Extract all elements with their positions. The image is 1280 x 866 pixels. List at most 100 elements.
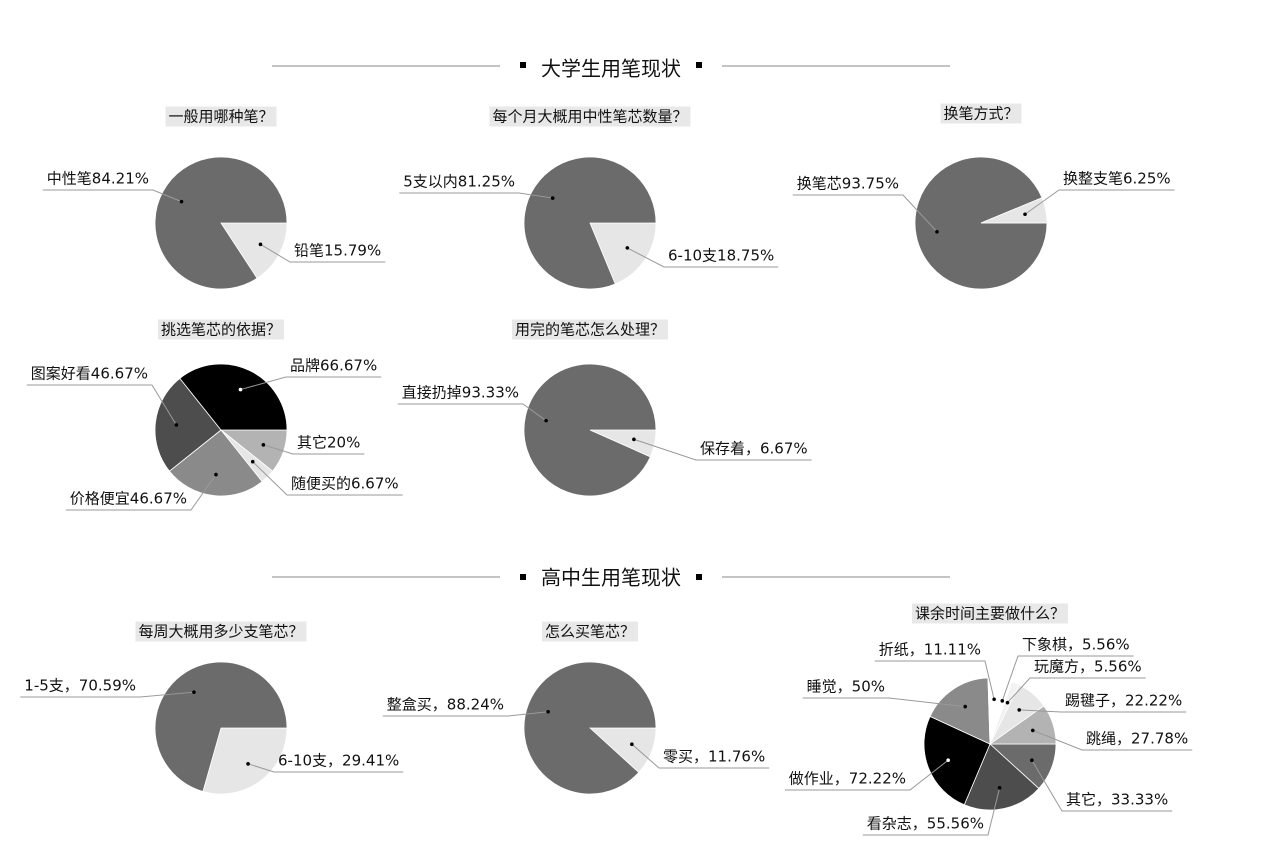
leader-line <box>397 403 547 422</box>
pie-chart: 每个月大概用中性笔芯数量？ 6-10支18.75% 5支以内81.25% <box>399 106 779 290</box>
leader-dot <box>630 742 634 747</box>
leader-dot <box>250 459 255 464</box>
pie-slice <box>929 677 991 745</box>
slice-label: 中性笔84.21% <box>47 170 149 188</box>
leader-line <box>802 697 966 708</box>
pie-slice <box>988 705 1057 745</box>
leader-dot <box>1000 699 1005 703</box>
slice-label: 零买，11.76% <box>663 748 765 766</box>
pie-slice <box>980 197 1048 224</box>
title-bg <box>511 319 669 340</box>
leader-line <box>26 384 177 426</box>
bullet <box>520 574 526 580</box>
leader-line <box>382 711 549 717</box>
leader-line <box>240 376 382 391</box>
slice-label: 1-5支，70.59% <box>24 677 136 695</box>
pie-slice <box>179 363 288 431</box>
title-bg <box>165 106 277 127</box>
chart-title: 每个月大概用中性笔芯数量？ <box>492 108 687 126</box>
chart-title: 挑选笔芯的依据？ <box>161 321 281 339</box>
pie-chart: 挑选笔芯的依据？ 其它20% 随便买的6.67% 价格便宜46.67% 图案好看46.6… <box>26 319 403 511</box>
slice-label: 玩魔方，5.56% <box>1034 658 1142 676</box>
leader-dot <box>261 443 266 447</box>
leader-line <box>1031 759 1173 812</box>
leader-line <box>20 691 194 698</box>
title-bg <box>489 106 691 127</box>
pie-chart: 用完的笔芯怎么处理？ 保存着，6.67% 直接扔掉93.33% <box>397 319 812 497</box>
section-title: 大学生用笔现状 <box>541 57 681 81</box>
bullet <box>696 62 702 68</box>
leader-dot <box>1017 708 1021 712</box>
pie-chart: 怎么买笔芯？ 零买，11.76% 整盒买，88.24% <box>382 621 770 795</box>
leader-dot <box>946 758 950 763</box>
leader-dot <box>997 786 1002 790</box>
slice-label: 换笔芯93.75% <box>797 175 899 193</box>
title-bg <box>135 621 307 642</box>
chart-title: 换笔方式？ <box>943 105 1018 123</box>
leader-line <box>633 438 812 461</box>
section-title: 高中生用笔现状 <box>541 566 681 590</box>
title-bg <box>911 603 1069 624</box>
leader-dot <box>174 423 179 427</box>
section-header: 大学生用笔现状 <box>272 54 950 81</box>
pie-slice <box>154 661 288 792</box>
slice-label: 睡觉，50% <box>807 678 885 696</box>
pie-chart: 每周大概用多少支笔芯？ 6-10支，29.41% 1-5支，70.59% <box>20 621 404 795</box>
leader-dot <box>1023 212 1027 217</box>
chart-title: 用完的笔芯怎么处理？ <box>515 321 665 339</box>
slice-label: 其它20% <box>297 434 360 452</box>
slice-label: 其它，33.33% <box>1066 791 1168 809</box>
slice-label: 做作业，72.22% <box>789 770 906 788</box>
slice-label: 直接扔掉93.33% <box>402 384 519 402</box>
slice-label: 换整支笔6.25% <box>1063 170 1171 188</box>
title-bg <box>157 319 285 340</box>
slice-label: 折纸，11.11% <box>879 641 981 659</box>
slice-label: 6-10支，29.41% <box>278 752 399 770</box>
pie-slice <box>202 727 288 795</box>
title-bg <box>541 621 639 642</box>
leader-line <box>1032 729 1193 751</box>
pie-slice <box>154 156 288 290</box>
slice-label: 下象棋，5.56% <box>1022 636 1130 654</box>
leader-dot <box>246 762 250 766</box>
leader-line <box>247 763 404 773</box>
pie-slice <box>923 715 991 806</box>
section-header: 高中生用笔现状 <box>272 565 950 590</box>
leader-line <box>627 247 779 268</box>
leader-dot <box>192 690 196 694</box>
pie-slice <box>523 363 657 497</box>
pie-slice <box>168 429 263 497</box>
leader-dot <box>550 196 555 200</box>
pie-slice <box>154 377 222 472</box>
bullet <box>696 574 702 580</box>
slice-label: 铅笔15.79% <box>294 242 381 260</box>
leader-line <box>874 660 995 700</box>
leader-dot <box>258 242 263 247</box>
slice-label: 价格便宜46.67% <box>70 490 187 508</box>
leader-line <box>792 194 938 233</box>
pie-slice <box>589 222 657 285</box>
leader-dot <box>179 199 184 204</box>
leader-line <box>1024 189 1175 215</box>
leader-dot <box>632 437 636 442</box>
slice-label: 看杂志，55.56% <box>867 815 984 833</box>
pie-chart: 换笔方式？ 换笔芯93.75% 换整支笔6.25% <box>792 103 1175 290</box>
leader-dot <box>1030 728 1035 733</box>
chart-title: 课余时间主要做什么？ <box>915 605 1065 623</box>
pie-slice <box>523 156 657 290</box>
leader-line <box>260 243 386 263</box>
leader-line <box>1019 709 1187 713</box>
leader-line <box>263 444 365 455</box>
leader-dot <box>544 418 548 423</box>
leader-dot <box>1030 758 1034 763</box>
leader-line <box>1001 655 1134 701</box>
chart-title: 每周大概用多少支笔芯？ <box>138 623 303 641</box>
leader-line <box>65 474 217 511</box>
slice-label: 图案好看46.67% <box>31 365 148 383</box>
pie-chart: 课余时间主要做什么？ 其它，33.33% 看杂志，55.56% 做作业，72.22% 睡… <box>784 603 1193 836</box>
slice-label: 跳绳，27.78% <box>1086 730 1188 748</box>
chart-title: 一般用哪种笔？ <box>168 108 273 126</box>
leader-line <box>862 787 1001 836</box>
leader-line <box>1007 677 1146 704</box>
